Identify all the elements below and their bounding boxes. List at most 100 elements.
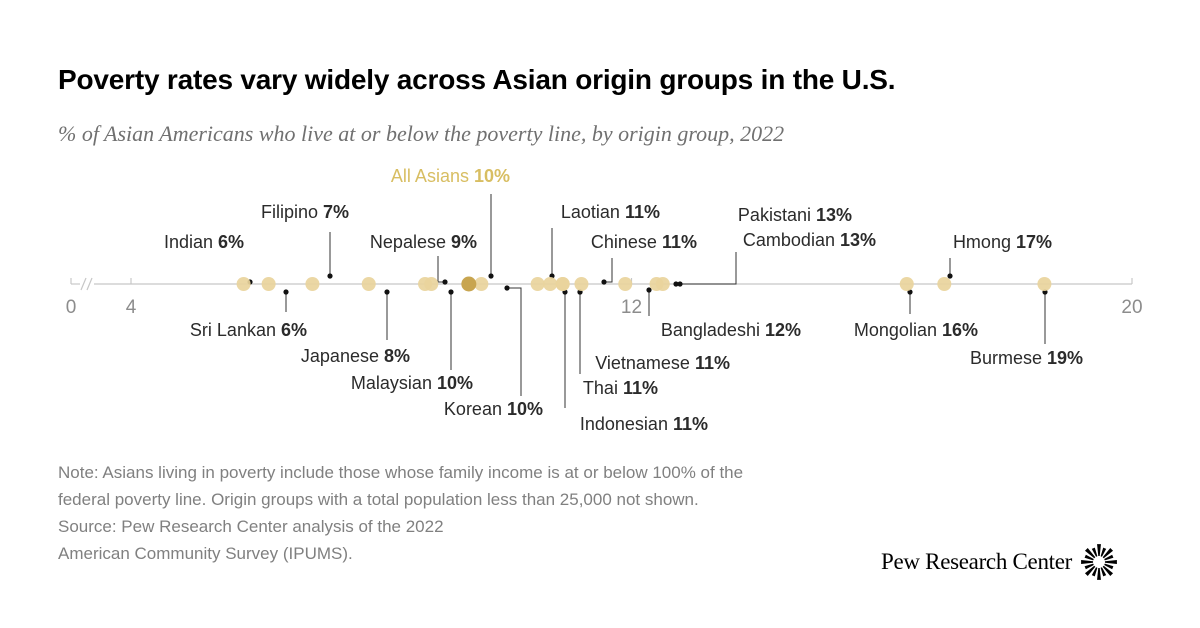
logo-ray [1084, 554, 1094, 561]
logo-ray [1081, 560, 1094, 564]
point-label-laotian: Laotian 11% [561, 202, 660, 222]
point-label-name: Thai [583, 378, 623, 398]
data-point-sri-lankan [261, 277, 276, 291]
logo-ray [1084, 563, 1094, 570]
pew-brand: Pew Research Center [881, 543, 1118, 581]
point-label-value: 13% [840, 230, 876, 250]
leader-line-cambodian [680, 252, 737, 285]
point-label-value: 10% [507, 399, 543, 419]
point-label-name: Nepalese [370, 232, 451, 252]
data-point-chinese [574, 277, 589, 291]
point-label-chinese: Chinese 11% [591, 232, 697, 252]
point-label-vietnamese: Vietnamese 11% [595, 353, 730, 373]
point-label-name: Chinese [591, 232, 662, 252]
point-label-name: Indonesian [580, 414, 673, 434]
point-label-value: 11% [625, 202, 660, 222]
data-point-cambodian [655, 277, 670, 291]
point-label-value: 12% [765, 320, 801, 340]
leader-line-pakistani [676, 252, 737, 285]
data-point-laotian [530, 277, 545, 291]
logo-ray [1084, 565, 1096, 577]
leader-anchor-cambodian [677, 281, 683, 287]
point-label-value: 11% [695, 353, 730, 373]
pew-sunburst-logo-icon [1081, 544, 1117, 580]
data-point-hmong [937, 277, 952, 291]
point-label-value: 6% [281, 320, 307, 340]
leader-anchor-sri-lankan [283, 289, 289, 295]
data-point-indonesian [543, 277, 558, 291]
point-label-value: 13% [816, 205, 852, 225]
point-label-name: Burmese [970, 348, 1047, 368]
point-label-cambodian: Cambodian 13% [743, 230, 876, 250]
chart-title: Poverty rates vary widely across Asian o… [58, 64, 896, 95]
point-label-value: 19% [1047, 348, 1083, 368]
point-label-name: Laotian [561, 202, 625, 222]
data-point-malaysian [424, 277, 439, 291]
leader-anchor-bangladeshi [646, 287, 652, 293]
point-label-name: Korean [444, 399, 507, 419]
leader-anchor-filipino [327, 273, 333, 279]
point-label-value: 11% [623, 378, 658, 398]
logo-ray [1102, 547, 1114, 559]
point-label-nepalese: Nepalese 9% [370, 232, 477, 252]
point-label-bangladeshi: Bangladeshi 12% [661, 320, 801, 340]
logo-ray [1104, 554, 1114, 561]
point-label-burmese: Burmese 19% [970, 348, 1083, 368]
leader-anchor-chinese [601, 279, 607, 285]
logo-ray [1091, 547, 1098, 557]
point-label-name: All Asians [391, 166, 474, 186]
leader-anchor-hmong [947, 273, 953, 279]
point-label-thai: Thai 11% [583, 378, 658, 398]
point-label-name: Mongolian [854, 320, 942, 340]
data-point-indian [236, 277, 251, 291]
leader-line-nepalese [437, 256, 445, 283]
logo-ray [1091, 567, 1098, 577]
point-label-value: 10% [474, 166, 510, 186]
point-label-hmong: Hmong 17% [953, 232, 1052, 252]
point-label-indian: Indian 6% [164, 232, 244, 252]
leader-anchor-pakistani [673, 281, 679, 287]
logo-ray [1084, 547, 1096, 559]
source-line: Source: Pew Research Center analysis of … [58, 517, 444, 536]
point-label-value: 6% [218, 232, 244, 252]
logo-ray [1097, 544, 1101, 557]
x-tick-label: 20 [1121, 297, 1142, 318]
x-tick-label: 12 [621, 297, 642, 318]
point-label-name: Pakistani [738, 205, 816, 225]
note-line: federal poverty line. Origin groups with… [58, 490, 699, 509]
logo-ray [1100, 567, 1107, 577]
data-point-filipino [305, 277, 320, 291]
logo-ray [1097, 567, 1101, 580]
leader-line-chinese [604, 258, 613, 283]
brand-name: Pew Research Center [881, 549, 1073, 574]
point-label-sri-lankan: Sri Lankan 6% [190, 320, 307, 340]
point-label-name: Hmong [953, 232, 1016, 252]
note-line: Note: Asians living in poverty include t… [58, 463, 744, 482]
data-point-vietnamese [555, 277, 570, 291]
poverty-dot-plot: 0 4 12 20 Indian 6%Sri Lankan 6%Filipino 7%… [66, 166, 1143, 434]
point-label-mongolian: Mongolian 16% [854, 320, 978, 340]
chart-note: Note: Asians living in poverty include t… [58, 459, 743, 567]
leader-anchor-malaysian [448, 289, 454, 295]
point-label-name: Cambodian [743, 230, 840, 250]
x-tick-label: 0 [66, 297, 77, 318]
point-label-name: Bangladeshi [661, 320, 765, 340]
data-point-mongolian [899, 277, 914, 291]
data-point-bangladeshi [618, 277, 633, 291]
point-label-name: Japanese [301, 346, 384, 366]
data-point-japanese [361, 277, 376, 291]
point-label-all-asians: All Asians 10% [391, 166, 510, 186]
leader-line-korean [507, 287, 522, 396]
point-label-value: 8% [384, 346, 410, 366]
point-label-pakistani: Pakistani 13% [738, 205, 852, 225]
point-label-indonesian: Indonesian 11% [580, 414, 708, 434]
point-label-name: Indian [164, 232, 218, 252]
data-point-korean [474, 277, 489, 291]
point-label-japanese: Japanese 8% [301, 346, 410, 366]
point-label-name: Filipino [261, 202, 323, 222]
data-point-burmese [1037, 277, 1052, 291]
logo-ray [1104, 563, 1114, 570]
axis-break-mark [80, 277, 93, 291]
data-point-all-asians [461, 276, 477, 292]
leader-anchor-all-asians [488, 273, 494, 279]
